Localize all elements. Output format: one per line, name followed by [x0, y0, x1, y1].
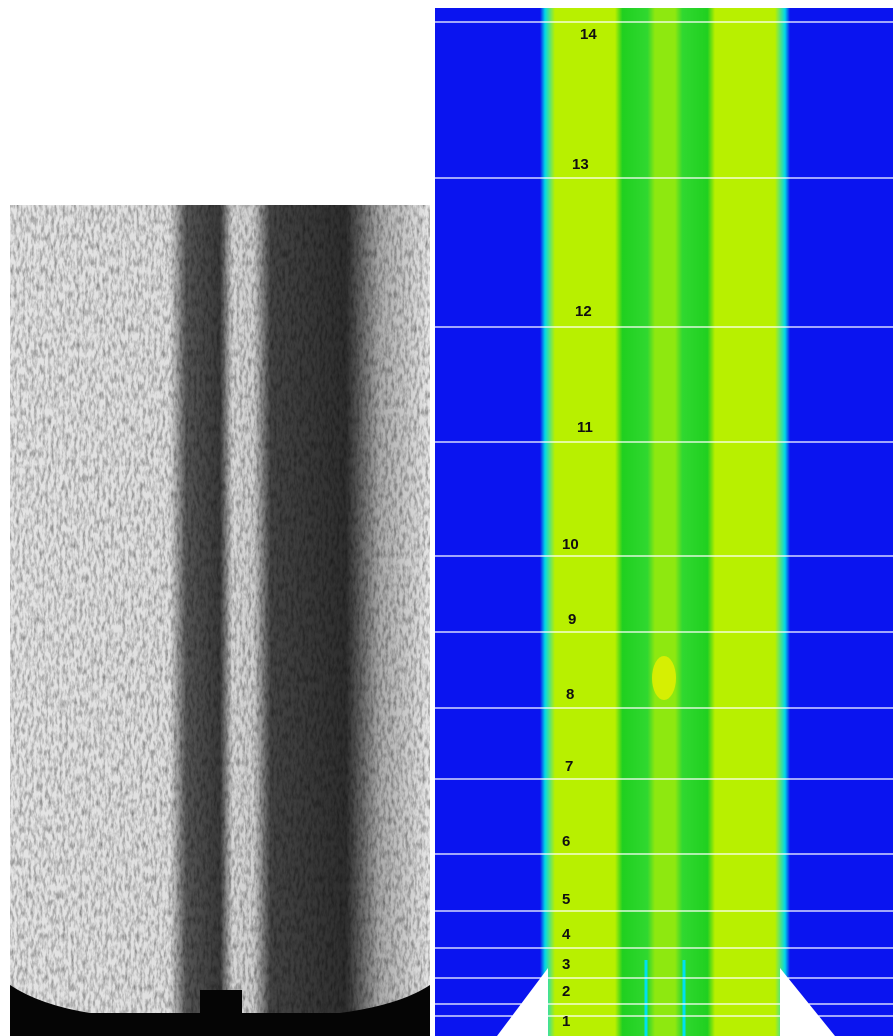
station-label: 12	[575, 303, 592, 320]
station-label: 10	[562, 536, 579, 553]
figure: 1234567891011121314	[0, 0, 893, 1036]
station-label: 5	[562, 891, 570, 908]
station-label: 14	[580, 26, 597, 43]
station-label: 1	[562, 1013, 570, 1030]
station-label: 6	[562, 833, 570, 850]
station-label: 4	[562, 926, 571, 943]
station-label: 9	[568, 611, 576, 628]
station-label: 2	[562, 983, 570, 1000]
station-label: 7	[565, 758, 573, 775]
station-label: 13	[572, 156, 589, 173]
station-label: 11	[577, 419, 593, 436]
station-label: 3	[562, 956, 570, 973]
shadowgraph-photo	[10, 205, 430, 1036]
station-label: 8	[566, 686, 574, 703]
